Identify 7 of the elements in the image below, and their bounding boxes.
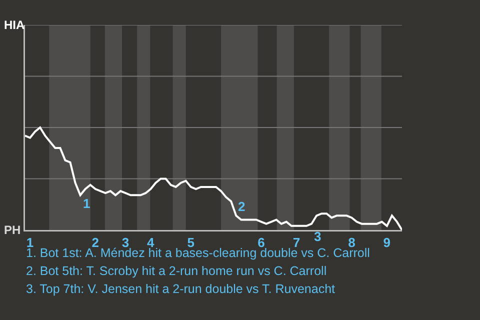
annotation: 1: [83, 196, 90, 211]
text: 3. Top 7th: V. Jensen hit a 2-run double vs T. Ruvenacht: [26, 282, 336, 296]
text: HIA: [4, 18, 25, 32]
x-tick-label: 9: [383, 235, 391, 250]
text: PH: [4, 223, 21, 237]
text: 2. Bot 5th: T. Scroby hit a 2-run home run vs C. Carroll: [26, 264, 327, 278]
annotation: 2: [238, 199, 246, 214]
